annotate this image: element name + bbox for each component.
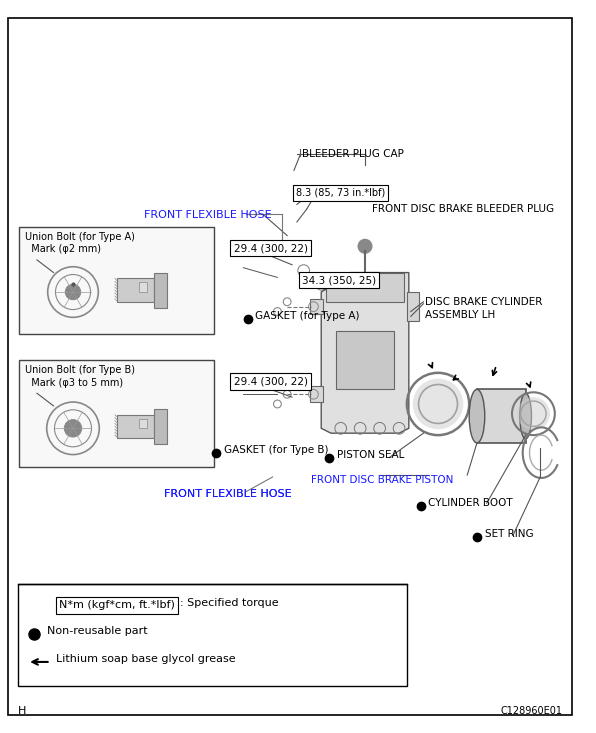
Bar xyxy=(326,273,404,302)
Circle shape xyxy=(64,419,82,437)
Bar xyxy=(139,419,147,428)
Text: Non-reusable part: Non-reusable part xyxy=(46,626,147,636)
Bar xyxy=(407,292,418,321)
Bar xyxy=(20,226,214,334)
Text: FRONT DISC BRAKE PISTON: FRONT DISC BRAKE PISTON xyxy=(312,475,454,485)
Text: PISTON SEAL: PISTON SEAL xyxy=(337,449,404,460)
Bar xyxy=(17,584,407,686)
Text: Lithium soap base glycol grease: Lithium soap base glycol grease xyxy=(57,654,236,664)
Bar xyxy=(477,389,526,443)
Bar xyxy=(154,273,167,308)
Text: CYLINDER BOOT: CYLINDER BOOT xyxy=(429,498,513,508)
Text: Mark (φ2 mm): Mark (φ2 mm) xyxy=(25,244,101,254)
Text: DISC BRAKE CYLINDER: DISC BRAKE CYLINDER xyxy=(426,297,543,307)
Text: H: H xyxy=(17,706,26,715)
Text: Union Bolt (for Type A): Union Bolt (for Type A) xyxy=(25,232,135,242)
Text: ASSEMBLY LH: ASSEMBLY LH xyxy=(426,309,496,320)
Bar xyxy=(117,415,154,438)
Bar xyxy=(309,386,323,402)
Ellipse shape xyxy=(469,389,485,443)
Text: 29.4 (300, 22): 29.4 (300, 22) xyxy=(234,243,308,253)
Bar xyxy=(154,409,167,444)
Polygon shape xyxy=(321,273,409,433)
Text: Union Bolt (for Type B): Union Bolt (for Type B) xyxy=(25,365,135,375)
Bar xyxy=(309,299,323,314)
Text: N*m (kgf*cm, ft.*lbf): N*m (kgf*cm, ft.*lbf) xyxy=(59,600,175,611)
Circle shape xyxy=(65,284,81,300)
Text: FRONT DISC BRAKE BLEEDER PLUG: FRONT DISC BRAKE BLEEDER PLUG xyxy=(372,205,554,215)
Circle shape xyxy=(517,397,550,430)
Text: FRONT FLEXIBLE HOSE: FRONT FLEXIBLE HOSE xyxy=(163,489,291,498)
Circle shape xyxy=(412,379,463,430)
Text: 34.3 (350, 25): 34.3 (350, 25) xyxy=(302,276,376,285)
Ellipse shape xyxy=(520,394,532,439)
Circle shape xyxy=(358,240,372,253)
Bar xyxy=(336,331,394,389)
Text: SET RING: SET RING xyxy=(485,529,533,539)
Bar xyxy=(20,360,214,467)
Text: : Specified torque: : Specified torque xyxy=(180,597,279,608)
Bar xyxy=(139,282,147,292)
Bar xyxy=(117,279,154,302)
Text: FRONT FLEXIBLE HOSE: FRONT FLEXIBLE HOSE xyxy=(163,489,291,498)
Text: GASKET (for Type A): GASKET (for Type A) xyxy=(255,312,359,321)
Text: BLEEDER PLUG CAP: BLEEDER PLUG CAP xyxy=(302,149,403,159)
Text: 29.4 (300, 22): 29.4 (300, 22) xyxy=(234,377,308,386)
Text: Mark (φ3 to 5 mm): Mark (φ3 to 5 mm) xyxy=(25,377,123,388)
Text: 8.3 (85, 73 in.*lbf): 8.3 (85, 73 in.*lbf) xyxy=(296,188,386,198)
Text: C128960E01: C128960E01 xyxy=(501,706,563,715)
Text: GASKET (for Type B): GASKET (for Type B) xyxy=(224,445,328,454)
Text: FRONT FLEXIBLE HOSE: FRONT FLEXIBLE HOSE xyxy=(144,210,272,221)
